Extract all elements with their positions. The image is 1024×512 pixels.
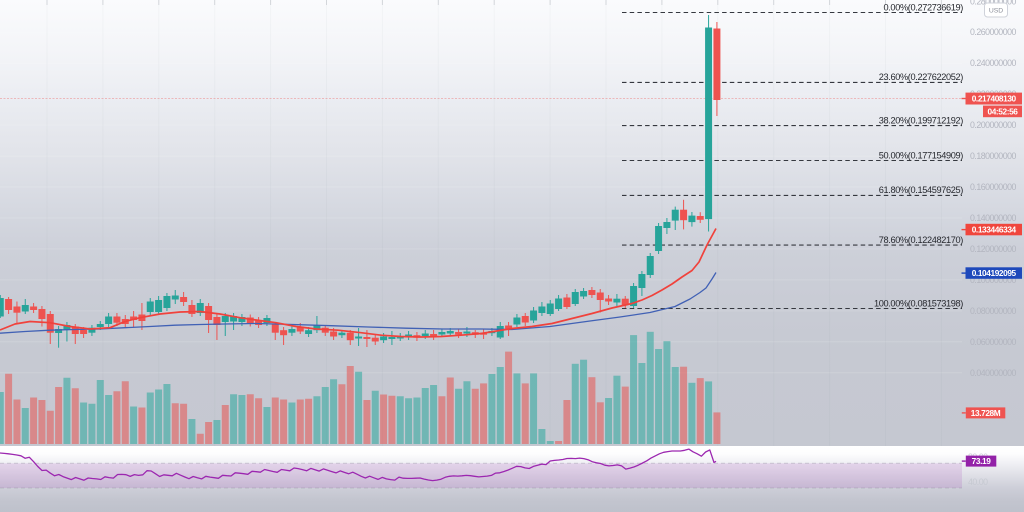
svg-text:04:52:56: 04:52:56 [987,106,1018,116]
svg-text:0.180000000: 0.180000000 [970,151,1016,161]
svg-text:50.00%(0.177154909): 50.00%(0.177154909) [879,150,964,160]
svg-text:38.20%(0.199712192): 38.20%(0.199712192) [879,115,964,125]
svg-text:13.728M: 13.728M [971,408,1001,418]
svg-text:0.104192095: 0.104192095 [972,268,1017,278]
svg-text:0.217408130: 0.217408130 [972,94,1017,104]
svg-text:23.60%(0.227622052): 23.60%(0.227622052) [879,72,964,82]
svg-text:78.60%(0.122482170): 78.60%(0.122482170) [879,235,964,245]
svg-text:0.080000000: 0.080000000 [970,306,1016,316]
svg-text:0.100000000: 0.100000000 [970,275,1016,285]
svg-text:0.120000000: 0.120000000 [970,244,1016,254]
svg-text:0.240000000: 0.240000000 [970,58,1016,68]
svg-text:0.060000000: 0.060000000 [970,337,1016,347]
svg-text:0.00%(0.272736619): 0.00%(0.272736619) [883,2,963,12]
svg-text:0.160000000: 0.160000000 [970,182,1016,192]
svg-text:100.00%(0.081573198): 100.00%(0.081573198) [874,298,963,308]
svg-text:73.19: 73.19 [972,456,992,466]
svg-text:0.133446334: 0.133446334 [972,225,1017,235]
svg-text:0.040000000: 0.040000000 [970,368,1016,378]
svg-text:40.00: 40.00 [968,477,988,487]
svg-text:USD: USD [989,8,1003,15]
svg-text:0.140000000: 0.140000000 [970,213,1016,223]
svg-text:0.200000000: 0.200000000 [970,120,1016,130]
svg-text:0.260000000: 0.260000000 [970,27,1016,37]
svg-text:61.80%(0.154597625): 61.80%(0.154597625) [879,185,964,195]
